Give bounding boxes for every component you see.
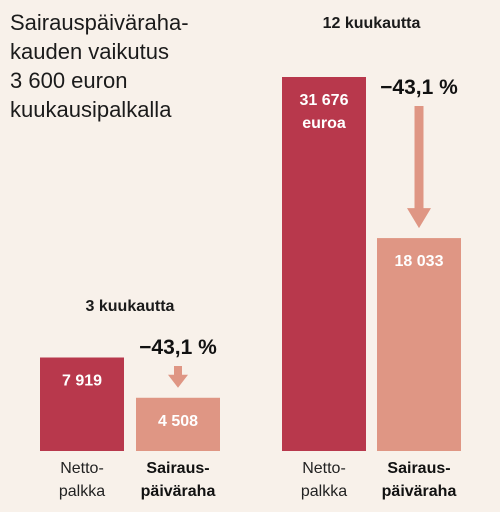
bar-2-sairauspaivaraha xyxy=(377,238,461,451)
down-arrow-2-icon xyxy=(407,106,431,229)
category-label-2-1-line-1: Netto- xyxy=(302,460,346,477)
chart-title-line-2: kauden vaikutus xyxy=(10,39,169,64)
change-label-2: −43,1 % xyxy=(380,76,458,99)
chart-title-line-4: kuukausipalkalla xyxy=(10,97,172,122)
value-label-2-1-unit: euroa xyxy=(302,115,346,132)
chart-title: Sairauspäiväraha- kauden vaikutus 3 600 … xyxy=(10,8,250,124)
bar-1-sairauspaivaraha xyxy=(136,397,220,451)
group-label-1: 3 kuukautta xyxy=(86,298,175,315)
value-label-1-2: 4 508 xyxy=(158,413,198,430)
category-label-1-2-line-2: päiväraha xyxy=(141,483,216,500)
bar-2-nettopalkka xyxy=(282,77,366,451)
category-label-2-2-line-2: päiväraha xyxy=(382,483,457,500)
bar-1-nettopalkka xyxy=(40,357,124,451)
value-label-2-1: 31 676 xyxy=(300,92,349,109)
category-label-2-2-line-1: Sairaus- xyxy=(387,460,450,477)
group-label-2: 12 kuukautta xyxy=(323,15,421,32)
category-label-1-1-line-1: Netto- xyxy=(60,460,104,477)
down-arrow-1-icon xyxy=(168,366,188,388)
category-label-2-1-line-2: palkka xyxy=(301,483,347,500)
category-label-1-1-line-2: palkka xyxy=(59,483,105,500)
chart-title-line-3: 3 600 euron xyxy=(10,68,128,93)
chart-title-line-1: Sairauspäiväraha- xyxy=(10,10,189,35)
category-label-1-2-line-1: Sairaus- xyxy=(146,460,209,477)
value-label-1-1: 7 919 xyxy=(62,373,102,390)
value-label-2-2: 18 033 xyxy=(395,253,444,270)
change-label-1: −43,1 % xyxy=(139,336,217,359)
